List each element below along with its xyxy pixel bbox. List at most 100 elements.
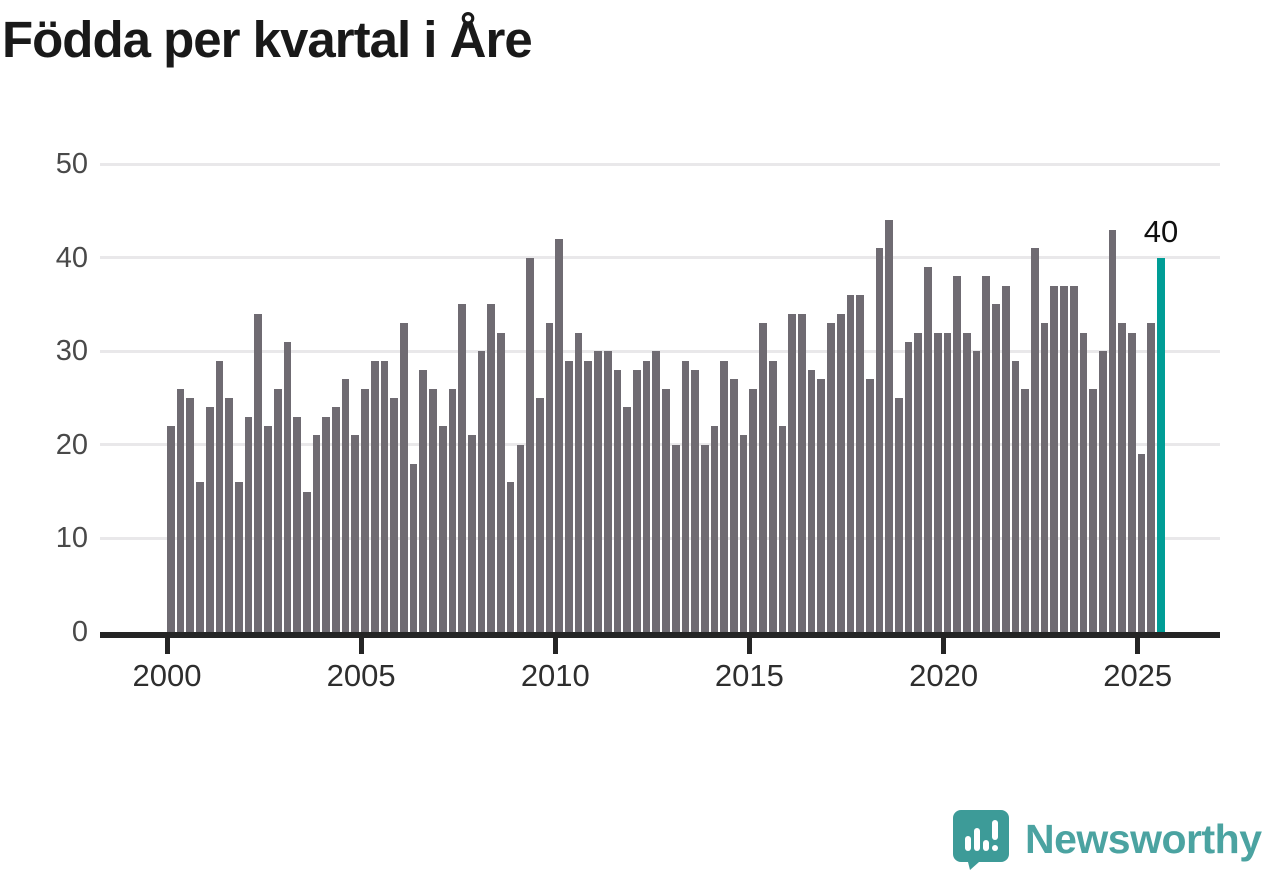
chart-bar	[506, 482, 515, 632]
gridline-y40	[100, 256, 1220, 260]
chart-bar	[1030, 248, 1039, 632]
x-axis-line	[100, 632, 1220, 638]
x-axis-tick-2020	[941, 638, 947, 654]
chart-bar	[273, 388, 282, 632]
gridline-y50	[100, 162, 1220, 166]
y-axis-label-10: 10	[55, 522, 88, 555]
chart-bar	[351, 435, 360, 632]
chart-bar	[1001, 285, 1010, 632]
chart-bar	[1098, 351, 1107, 632]
chart-bar	[429, 388, 437, 632]
chart-bar	[594, 351, 602, 632]
chart-bar	[914, 332, 923, 632]
chart-bar	[642, 360, 651, 632]
x-axis-tick-2025	[1135, 638, 1141, 654]
chart-bar	[759, 323, 767, 632]
chart-bar	[574, 332, 583, 632]
chart-bar	[370, 360, 379, 632]
chart-bar	[710, 426, 719, 632]
chart-bar	[400, 323, 408, 632]
chart-bar	[846, 295, 855, 632]
chart-bar	[982, 276, 991, 632]
chart-bar	[526, 257, 534, 632]
chart-bar	[671, 444, 680, 632]
chart-bar	[176, 388, 185, 632]
x-axis-tick-2000	[164, 638, 170, 654]
chart-bar	[264, 426, 272, 632]
chart-bar	[788, 313, 796, 632]
x-axis-label-2015: 2015	[714, 658, 784, 693]
chart-bar	[487, 304, 496, 632]
chart-bar	[1147, 323, 1156, 632]
chart-bar	[254, 313, 263, 632]
chart-bar	[322, 416, 331, 632]
chart-bar	[1137, 454, 1146, 632]
chart-bar	[603, 351, 612, 632]
chart-bar	[234, 482, 243, 632]
chart-bar	[700, 444, 709, 632]
chart-bar	[1011, 360, 1020, 632]
chart-bar	[1079, 332, 1088, 632]
chart-bar	[817, 379, 826, 632]
chart-bar	[807, 369, 816, 632]
y-axis-label-50: 50	[55, 148, 88, 180]
chart-bar	[778, 426, 787, 632]
chart-bar	[953, 276, 962, 632]
chart-bar	[768, 360, 777, 632]
chart-bar	[477, 351, 486, 632]
chart-bar	[652, 351, 661, 632]
chart-bar	[196, 482, 204, 632]
newsworthy-logo-icon	[953, 808, 1011, 870]
x-axis-tick-2005	[358, 638, 364, 654]
chart-bar	[555, 238, 564, 632]
chart-bar	[691, 369, 699, 632]
chart-bar	[730, 379, 738, 632]
chart-bar	[613, 369, 622, 632]
chart-bar	[584, 360, 593, 632]
chart-bar	[1089, 388, 1097, 632]
x-axis-label-2020: 2020	[909, 658, 979, 693]
chart-bar	[1060, 285, 1068, 632]
newsworthy-logo[interactable]: Newsworthy	[953, 808, 1262, 870]
chart-bar	[1118, 323, 1127, 632]
x-axis-tick-2010	[552, 638, 558, 654]
chart-bar	[205, 407, 214, 632]
chart-bar	[516, 444, 525, 632]
chart-bar	[681, 360, 690, 632]
chart-bar	[662, 388, 670, 632]
chart-bar	[302, 491, 311, 632]
chart-bar	[438, 426, 447, 632]
chart-bar	[943, 332, 952, 632]
chart-bar	[186, 398, 195, 632]
chart-bar	[865, 379, 874, 632]
chart-bar	[1108, 229, 1117, 632]
chart-bar	[497, 332, 505, 632]
chart-bar	[827, 323, 835, 632]
chart-title: Födda per kvartal i Åre	[2, 11, 533, 68]
chart-bar	[535, 398, 544, 632]
chart-bar	[1128, 332, 1136, 632]
chart-bar	[332, 407, 340, 632]
chart-bar	[895, 398, 903, 632]
chart-bar	[963, 332, 971, 632]
chart-bar	[885, 220, 894, 632]
y-axis-label-0: 0	[71, 616, 88, 648]
chart-bar	[419, 369, 428, 632]
chart-bar	[1050, 285, 1059, 632]
chart-bar	[739, 435, 748, 632]
chart-bar	[1040, 323, 1049, 632]
chart-bar	[341, 379, 350, 632]
chart-bar	[312, 435, 321, 632]
chart-bar	[875, 248, 884, 632]
chart-bar	[856, 295, 864, 632]
chart-bar	[244, 416, 253, 632]
chart-bar	[293, 416, 301, 632]
chart-bar	[361, 388, 369, 632]
chart-bar	[904, 341, 913, 632]
chart-bar	[283, 341, 292, 632]
chart-bar	[215, 360, 224, 632]
chart-bar	[545, 323, 554, 632]
y-axis-label-30: 30	[55, 335, 88, 368]
chart-bar	[933, 332, 942, 632]
chart-bar	[225, 398, 233, 632]
